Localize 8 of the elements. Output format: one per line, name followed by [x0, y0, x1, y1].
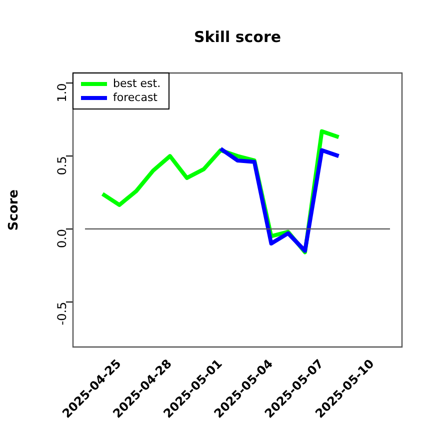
chart-title: Skill score	[194, 28, 282, 46]
legend-label: forecast	[113, 90, 158, 104]
y-tick-label: -0.5	[55, 302, 70, 326]
y-tick-label: 0.5	[55, 156, 70, 176]
y-tick-label: 0.0	[55, 228, 70, 248]
legend-label: best est.	[113, 76, 161, 90]
y-tick-label: 1.0	[55, 83, 70, 102]
y-axis-title: Score	[6, 189, 22, 231]
